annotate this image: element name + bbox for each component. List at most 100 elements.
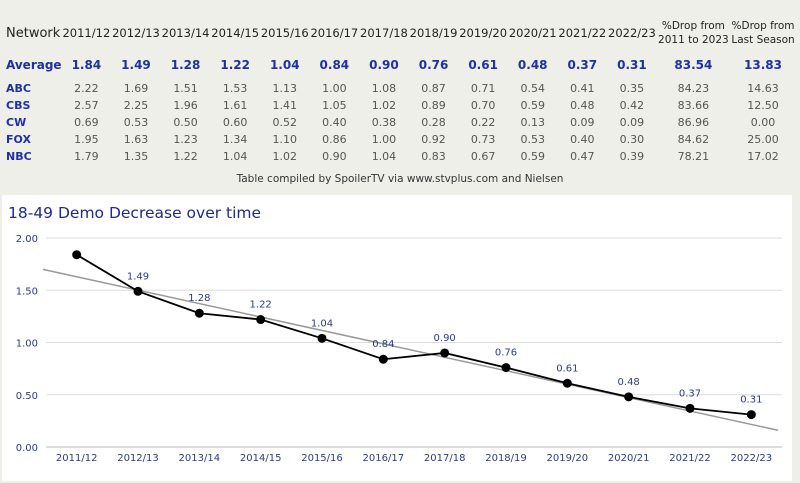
header-season: 2015/16	[260, 26, 309, 40]
x-tick-label: 2017/18	[424, 453, 466, 464]
table-row: CBS 2.57 2.25 1.96 1.61 1.41 1.05 1.02 0.89 0.70 0…	[2, 97, 796, 114]
header-season: 2018/19	[409, 26, 458, 40]
table-cell: 83.66	[677, 99, 710, 112]
table-row: CW 0.69 0.53 0.50 0.60 0.52 0.40 0.38 0.28 0.22 0.…	[2, 114, 796, 131]
table-header-row: Network 2011/12 2012/13 2013/14 2014/15 …	[2, 16, 796, 50]
network-name-cell: FOX	[6, 133, 31, 146]
table-cell: 0.84	[319, 58, 350, 72]
table-cell: 0.52	[272, 116, 298, 129]
table-cell: 1.10	[272, 133, 298, 146]
table-cell: 2.22	[74, 82, 99, 95]
header-season: 2014/15	[211, 26, 260, 40]
table-cell: 0.92	[421, 133, 446, 146]
header-season: 2021/22	[558, 26, 607, 40]
x-tick-label: 2013/14	[179, 453, 221, 464]
table-row-average: Average 1.84 1.49 1.28 1.22 1.04 0.84 0.90 0.76 0…	[2, 50, 796, 80]
table-cell: 0.09	[619, 116, 645, 129]
data-label: 0.76	[495, 348, 517, 359]
table-cell: 0.86	[322, 133, 347, 146]
table-cell: 0.41	[570, 82, 595, 95]
data-label: 1.22	[250, 300, 272, 311]
table-cell: 0.48	[517, 58, 548, 72]
table-cell: 1.49	[121, 58, 151, 72]
table-cell: 86.96	[677, 116, 710, 129]
table-cell: 0.42	[619, 99, 645, 112]
table-cell: 0.67	[470, 150, 496, 163]
table-cell: 1.69	[123, 82, 149, 95]
table-row: FOX 1.95 1.63 1.23 1.34 1.10 0.86 1.00 0.92 0.73 0…	[2, 131, 796, 148]
header-season: 2016/17	[310, 26, 359, 40]
data-label: 1.04	[311, 318, 333, 329]
table-cell: 1.84	[71, 58, 102, 72]
header-season: 2019/20	[459, 26, 508, 40]
table-row: NBC 1.79 1.35 1.22 1.04 1.02 0.90 1.04 0.83 0.67 0…	[2, 148, 796, 165]
table-cell: 0.61	[468, 58, 498, 72]
table-cell: 0.00	[750, 116, 776, 129]
y-tick-label: 1.00	[16, 339, 38, 350]
table-cell: 1.41	[272, 99, 298, 112]
table-cell: 0.89	[421, 99, 446, 112]
table-cell: 84.62	[677, 133, 710, 146]
table-cell: 0.83	[421, 150, 446, 163]
table-cell: 1.05	[322, 99, 347, 112]
data-point	[501, 363, 511, 373]
header-network: Network	[6, 25, 61, 41]
table-cell: 25.00	[747, 133, 779, 146]
table-cell: 1.51	[173, 82, 198, 95]
table-cell: 0.53	[520, 133, 545, 146]
table-cell: 0.48	[570, 99, 595, 112]
table-cell: 2.57	[74, 99, 99, 112]
header-season: 2020/21	[508, 26, 557, 40]
table-cell: 0.38	[371, 116, 397, 129]
table-cell: 84.23	[677, 82, 710, 95]
table-cell: 0.22	[470, 116, 496, 129]
table-cell: 0.47	[570, 150, 595, 163]
table-caption: Table compiled by SpoilerTV via www.stvp…	[236, 173, 564, 185]
table-cell: 0.09	[570, 116, 595, 129]
data-point	[685, 403, 695, 413]
table-cell: 0.69	[74, 116, 99, 129]
trend-line	[42, 268, 779, 432]
table-cell: 0.40	[322, 116, 347, 129]
table-cell: 0.40	[570, 133, 595, 146]
chart-panel	[2, 195, 792, 481]
header-drop-total: %Drop from 2011 to 2023	[657, 16, 730, 50]
header-season: 2012/13	[112, 26, 160, 40]
x-tick-label: 2018/19	[485, 453, 527, 464]
x-tick-label: 2019/20	[547, 453, 589, 464]
y-tick-label: 0.00	[16, 443, 38, 454]
table-cell: 0.76	[418, 58, 449, 72]
x-tick-label: 2016/17	[363, 453, 405, 464]
table-cell: 78.21	[677, 150, 710, 163]
table-cell: 1.96	[173, 99, 198, 112]
table-cell: 1.61	[222, 99, 248, 112]
data-point	[256, 315, 266, 325]
table-cell: 17.02	[747, 150, 779, 163]
x-tick-label: 2021/22	[669, 453, 711, 464]
header-drop-last-line2: Last Season	[731, 34, 795, 46]
table-cell: 0.59	[520, 99, 545, 112]
header-drop-last-line1: %Drop from	[731, 20, 795, 32]
network-name-cell: Average	[6, 58, 62, 72]
table-cell: 1.79	[74, 150, 99, 163]
table-cell: 1.04	[222, 150, 248, 163]
header-drop-total-line1: %Drop from	[661, 20, 725, 32]
table-cell: 1.35	[123, 150, 149, 163]
ratings-table: Network 2011/12 2012/13 2013/14 2014/15 …	[2, 16, 796, 165]
table-cell: 1.22	[173, 150, 198, 163]
table-cell: 1.22	[220, 58, 250, 72]
y-tick-label: 1.50	[16, 286, 38, 297]
chart-title: 18-49 Demo Decrease over time	[8, 204, 262, 222]
table-cell: 1.00	[371, 133, 397, 146]
table-cell: 1.23	[173, 133, 198, 146]
table-cell: 0.59	[520, 150, 545, 163]
ratings-table-section: Network 2011/12 2012/13 2013/14 2014/15 …	[0, 0, 800, 190]
table-cell: 0.30	[619, 133, 645, 146]
table-cell: 0.60	[222, 116, 248, 129]
table-cell: 0.90	[322, 150, 347, 163]
table-cell: 0.53	[123, 116, 149, 129]
table-cell: 1.02	[371, 99, 397, 112]
data-point	[378, 354, 388, 364]
header-season: 2022/23	[608, 26, 656, 40]
data-point	[133, 286, 143, 296]
